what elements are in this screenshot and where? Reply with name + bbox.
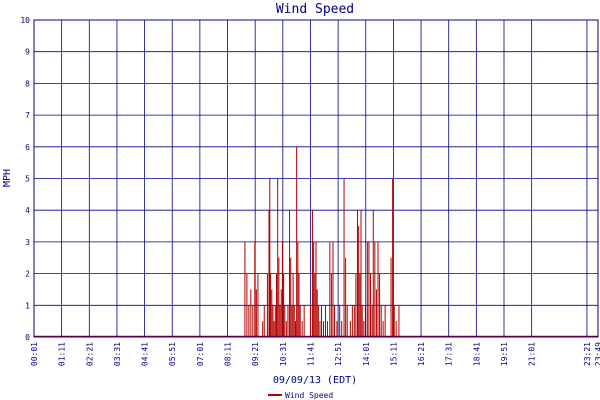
y-tick-label: 8 — [25, 79, 30, 88]
y-axis-label: MPH — [2, 169, 13, 187]
x-tick-label: 08:11 — [224, 342, 233, 366]
x-tick-label: 15:11 — [389, 342, 398, 366]
chart-title: Wind Speed — [276, 2, 354, 17]
y-tick-label: 2 — [25, 270, 30, 279]
x-tick-label: 21:01 — [528, 342, 537, 366]
x-tick-label: 19:51 — [500, 342, 509, 366]
x-tick-label: 03:31 — [113, 342, 122, 366]
x-tick-label: 23:21 — [583, 342, 592, 366]
x-tick-label: 00:01 — [30, 342, 39, 366]
y-tick-label: 4 — [25, 206, 30, 215]
y-tick-label: 5 — [25, 175, 30, 184]
x-ticks: 00:01 01:11 02:21 03:31 04:41 05:51 07:01 08:11… — [30, 342, 600, 366]
y-tick-label: 7 — [25, 111, 30, 120]
x-tick-label: 23:49 — [594, 342, 600, 366]
x-tick-label: 04:41 — [141, 342, 150, 366]
y-tick-label: 3 — [25, 238, 30, 247]
legend: Wind Speed — [268, 391, 333, 400]
x-tick-label: 11:41 — [306, 342, 315, 366]
x-tick-label: 17:31 — [445, 342, 454, 366]
plot-frame — [33, 19, 599, 338]
y-tick-label: 0 — [25, 333, 30, 342]
x-tick-label: 05:51 — [168, 342, 177, 366]
x-tick-label: 09:21 — [251, 342, 260, 366]
y-tick-label: 1 — [25, 301, 30, 310]
x-tick-label: 18:41 — [472, 342, 481, 366]
x-tick-label: 07:01 — [196, 342, 205, 366]
y-tick-label: 9 — [25, 48, 30, 57]
grid — [34, 20, 598, 337]
x-tick-label: 02:21 — [85, 342, 94, 366]
y-tick-label: 6 — [25, 143, 30, 152]
y-tick-label: 10 — [20, 16, 30, 25]
legend-label: Wind Speed — [285, 391, 333, 400]
x-tick-label: 14:01 — [362, 342, 371, 366]
x-tick-label: 16:21 — [417, 342, 426, 366]
x-tick-label: 01:11 — [58, 342, 67, 366]
x-tick-label: 12:51 — [334, 342, 343, 366]
y-ticks: 0 1 2 3 4 5 6 7 8 9 10 — [20, 16, 30, 342]
x-axis-label: 09/09/13 (EDT) — [273, 375, 357, 386]
x-tick-label: 10:31 — [279, 342, 288, 366]
